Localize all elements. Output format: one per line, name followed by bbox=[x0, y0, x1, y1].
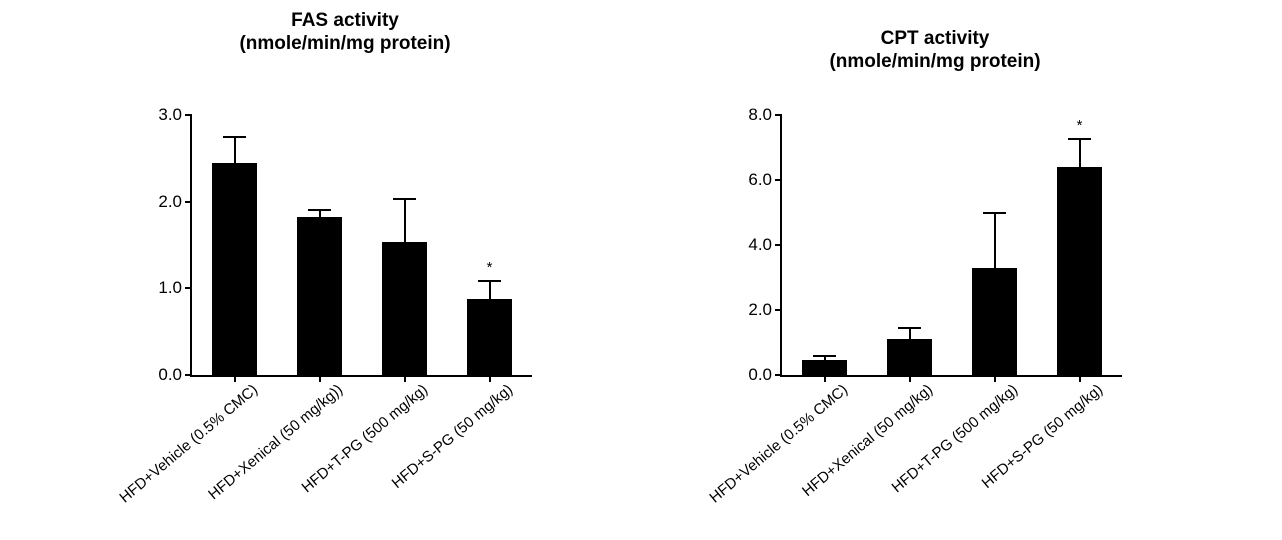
error-cap bbox=[898, 327, 920, 329]
chart-title-line: (nmole/min/mg protein) bbox=[700, 51, 1170, 74]
bar bbox=[382, 242, 426, 375]
y-tick-label: 2.0 bbox=[748, 300, 782, 320]
chart-title-line: CPT activity bbox=[700, 28, 1170, 51]
error-cap bbox=[223, 136, 245, 138]
chart-title-line: (nmole/min/mg protein) bbox=[110, 33, 580, 56]
bar bbox=[887, 339, 931, 375]
bar bbox=[802, 360, 846, 375]
y-tick-label: 0.0 bbox=[158, 365, 192, 385]
bar bbox=[972, 268, 1016, 375]
x-tick-label: HFD+Xenical (50 mg/kg) bbox=[766, 375, 935, 523]
y-tick-label: 6.0 bbox=[748, 170, 782, 190]
x-tick bbox=[319, 375, 321, 382]
error-cap bbox=[308, 209, 330, 211]
error-bar bbox=[994, 213, 996, 268]
error-cap bbox=[1068, 138, 1090, 140]
y-tick-label: 4.0 bbox=[748, 235, 782, 255]
chart-title: CPT activity(nmole/min/mg protein) bbox=[700, 28, 1170, 74]
x-tick-label: HFD+Vehicle (0.5% CMC) bbox=[91, 375, 260, 523]
error-cap bbox=[813, 355, 835, 357]
plot-area: 0.01.02.03.0HFD+Vehicle (0.5% CMC)HFD+Xe… bbox=[190, 115, 532, 377]
x-tick-label: HFD+T-PG (500 mg/kg) bbox=[851, 375, 1020, 523]
x-tick-label: HFD+S-PG (50 mg/kg) bbox=[936, 375, 1105, 523]
x-tick-label: HFD+Vehicle (0.5% CMC) bbox=[681, 375, 850, 523]
error-bar bbox=[489, 281, 491, 298]
y-tick-label: 2.0 bbox=[158, 192, 192, 212]
page: FAS activity(nmole/min/mg protein)0.01.0… bbox=[0, 0, 1282, 540]
x-tick bbox=[404, 375, 406, 382]
error-bar bbox=[234, 137, 236, 163]
significance-annotation: * bbox=[1077, 117, 1083, 134]
y-tick-label: 8.0 bbox=[748, 105, 782, 125]
error-bar bbox=[404, 199, 406, 242]
significance-annotation: * bbox=[487, 259, 493, 276]
error-cap bbox=[393, 198, 415, 200]
x-tick bbox=[994, 375, 996, 382]
bar bbox=[297, 217, 341, 375]
x-tick-label: HFD+T-PG (500 mg/kg) bbox=[261, 375, 430, 523]
x-tick-label: HFD+S-PG (50 mg/kg) bbox=[346, 375, 515, 523]
error-bar bbox=[909, 328, 911, 339]
x-tick bbox=[824, 375, 826, 382]
plot-area: 0.02.04.06.08.0HFD+Vehicle (0.5% CMC)HFD… bbox=[780, 115, 1122, 377]
x-tick bbox=[909, 375, 911, 382]
x-tick-label: HFD+Xenical (50 mg/kg)) bbox=[176, 375, 345, 523]
y-tick-label: 1.0 bbox=[158, 278, 192, 298]
bar bbox=[467, 299, 511, 375]
y-tick-label: 0.0 bbox=[748, 365, 782, 385]
fas-chart: FAS activity(nmole/min/mg protein)0.01.0… bbox=[110, 10, 580, 530]
chart-title: FAS activity(nmole/min/mg protein) bbox=[110, 10, 580, 56]
chart-title-line: FAS activity bbox=[110, 10, 580, 33]
y-tick-label: 3.0 bbox=[158, 105, 192, 125]
x-tick bbox=[489, 375, 491, 382]
cpt-chart: CPT activity(nmole/min/mg protein)0.02.0… bbox=[700, 10, 1170, 530]
x-tick bbox=[234, 375, 236, 382]
x-tick bbox=[1079, 375, 1081, 382]
error-cap bbox=[983, 212, 1005, 214]
error-cap bbox=[478, 280, 500, 282]
error-bar bbox=[319, 210, 321, 217]
error-bar bbox=[1079, 139, 1081, 167]
bar bbox=[1057, 167, 1101, 375]
bar bbox=[212, 163, 256, 375]
